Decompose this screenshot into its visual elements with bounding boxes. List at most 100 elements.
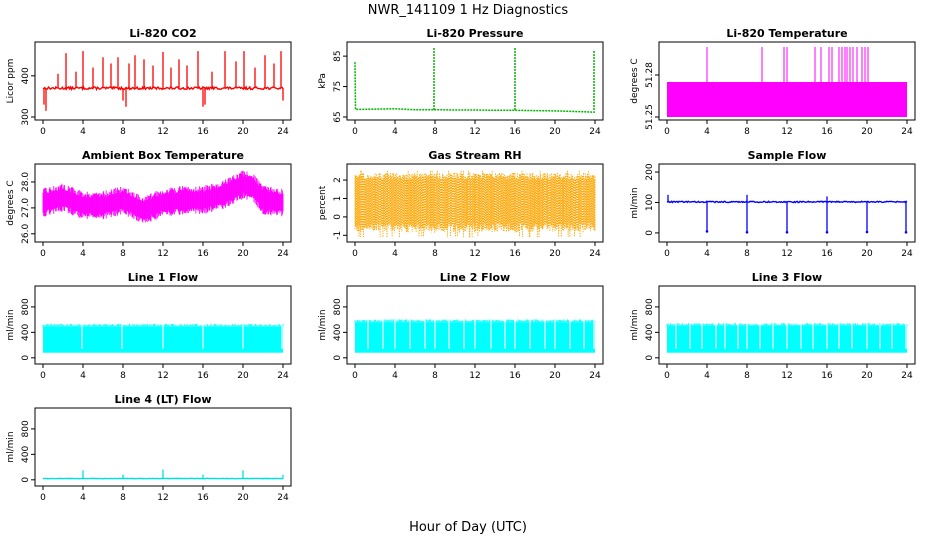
y-axis-label: ml/min <box>6 309 16 340</box>
y-tick-label: 800 <box>333 298 343 315</box>
y-tick-label: 0 <box>21 477 31 483</box>
x-tick-label: 20 <box>237 127 249 137</box>
x-tick-label: 24 <box>589 371 601 381</box>
y-tick-label: 400 <box>21 324 31 341</box>
x-tick-label: 24 <box>277 249 289 259</box>
y-tick-label: 2 <box>333 177 343 183</box>
x-tick-label: 12 <box>157 493 168 503</box>
x-tick-label: 4 <box>704 371 710 381</box>
panel-title: Line 2 Flow <box>440 271 510 284</box>
dip-point <box>745 231 749 234</box>
series-co2 <box>42 51 284 111</box>
x-tick-label: 20 <box>237 371 249 381</box>
x-tick-label: 0 <box>40 493 46 503</box>
panel-title: Li-820 Temperature <box>726 27 847 40</box>
y-tick-label: 800 <box>21 298 31 315</box>
x-tick-label: 8 <box>432 249 438 259</box>
panel-title: Gas Stream RH <box>428 149 521 162</box>
y-axis-label: kPa <box>318 73 328 89</box>
panel-title: Sample Flow <box>748 149 827 162</box>
y-tick-label: 0 <box>645 230 655 236</box>
series-line1 <box>42 323 284 353</box>
dip-point <box>705 230 709 233</box>
y-tick-label: 800 <box>645 298 655 315</box>
y-axis-label: ml/min <box>6 431 16 462</box>
y-tick-label: 400 <box>21 67 31 84</box>
x-tick-label: 12 <box>781 371 792 381</box>
x-tick-label: 4 <box>392 127 398 137</box>
x-tick-label: 16 <box>197 371 209 381</box>
y-tick-label: 75 <box>333 81 343 92</box>
x-tick-label: 4 <box>392 249 398 259</box>
x-tick-label: 24 <box>901 249 913 259</box>
panel-line1: Line 1 Flow ml/min 0 400 800 0 4 8 12 16 20 24 <box>6 271 292 381</box>
series-line <box>354 62 595 113</box>
y-tick-label: 400 <box>21 446 31 463</box>
x-tick-label: 12 <box>157 249 168 259</box>
x-tick-label: 8 <box>120 493 126 503</box>
panel-line2: Line 2 Flow ml/min 0 400 800 0 4 8 12 16 20 24 <box>318 271 604 381</box>
dip-point <box>785 231 789 234</box>
plot-frame <box>346 41 604 121</box>
x-tick-label: 0 <box>40 127 46 137</box>
y-tick-label: 26.0 <box>21 224 31 244</box>
x-tick-label: 0 <box>664 371 670 381</box>
y-tick-label: 400 <box>645 324 655 341</box>
x-tick-label: 12 <box>157 371 168 381</box>
series-line4 <box>43 469 284 480</box>
x-tick-label: 4 <box>704 249 710 259</box>
y-tick-label: 100 <box>645 194 655 211</box>
dip-point <box>825 231 829 234</box>
dip-point <box>904 231 908 234</box>
x-tick-label: 24 <box>277 493 289 503</box>
x-tick-label: 8 <box>432 371 438 381</box>
x-tick-label: 0 <box>352 249 358 259</box>
x-tick-label: 8 <box>744 127 750 137</box>
dip-point <box>865 230 869 234</box>
panel-sample_flow: Sample Flow ml/min 0 100 200 0 4 8 12 16 20 24 <box>630 149 916 259</box>
y-tick-label: 1 <box>333 196 343 202</box>
panel-ambient_temp: Ambient Box Temperature degrees C 26.0 27.0… <box>6 149 292 259</box>
panel-line4: Line 4 (LT) Flow ml/min 0 400 800 0 4 8 12 16 20 24 <box>6 393 292 503</box>
panel-licor_temp: Li-820 Temperature degrees C 51.25 51.28 0 4 8… <box>630 27 916 137</box>
x-tick-label: 0 <box>40 371 46 381</box>
x-tick-label: 24 <box>589 249 601 259</box>
panel-title: Line 1 Flow <box>128 271 198 284</box>
x-tick-label: 16 <box>197 127 209 137</box>
y-tick-label: 85 <box>333 50 343 61</box>
x-tick-label: 20 <box>237 249 249 259</box>
y-tick-label: 200 <box>645 163 655 180</box>
x-tick-label: 12 <box>781 127 792 137</box>
y-axis-label: percent <box>318 185 328 220</box>
x-tick-label: 8 <box>432 127 438 137</box>
y-axis-label: degrees C <box>630 58 640 103</box>
y-tick-label: 0 <box>21 355 31 361</box>
x-tick-label: 20 <box>549 249 561 259</box>
x-tick-label: 4 <box>80 127 86 137</box>
x-tick-label: 16 <box>509 371 521 381</box>
x-tick-label: 8 <box>120 127 126 137</box>
x-tick-label: 12 <box>469 249 480 259</box>
x-tick-label: 20 <box>549 371 561 381</box>
y-tick-label: 27.0 <box>21 198 31 218</box>
y-tick-label: 65 <box>333 111 343 122</box>
y-axis-label: ml/min <box>318 309 328 340</box>
x-tick-label: 20 <box>549 127 561 137</box>
y-axis-label: degrees C <box>6 180 16 225</box>
x-tick-label: 16 <box>197 493 209 503</box>
x-tick-label: 16 <box>821 371 833 381</box>
series-line3 <box>666 323 908 353</box>
panel-title: Li-820 Pressure <box>427 27 524 40</box>
panel-title: Line 4 (LT) Flow <box>115 393 212 406</box>
x-tick-label: 4 <box>80 249 86 259</box>
x-tick-label: 20 <box>237 493 249 503</box>
series-rh <box>354 170 596 238</box>
x-tick-label: 0 <box>352 371 358 381</box>
series-ambient_temp <box>42 170 284 223</box>
x-tick-label: 0 <box>664 249 670 259</box>
x-tick-label: 24 <box>589 127 601 137</box>
series-line <box>42 85 284 92</box>
